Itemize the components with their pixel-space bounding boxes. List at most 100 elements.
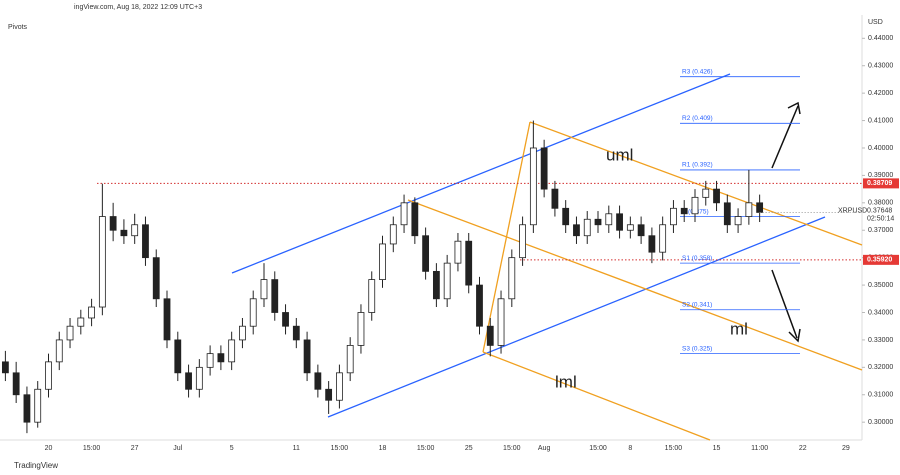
x-tick-label: 15 (713, 445, 721, 452)
currency: USD (868, 19, 883, 26)
candle-body (45, 361, 52, 390)
candle-body (228, 339, 236, 363)
candle-body (142, 224, 149, 259)
x-tick-label: Jul (173, 445, 182, 452)
level-label: 0.38709 (867, 180, 892, 187)
median-line (407, 199, 863, 371)
x-tick-label: 15:00 (83, 445, 101, 452)
candle-body (497, 298, 505, 346)
candle-body (745, 202, 753, 217)
candle-body (357, 312, 365, 346)
x-tick-label: Aug (538, 445, 551, 452)
pivot-label: S2 (0.341) (682, 301, 712, 308)
channel-lower (327, 216, 826, 418)
x-tick-label: 15:00 (665, 445, 683, 452)
candle-body (616, 213, 623, 231)
x-tick-label: 15:00 (503, 445, 521, 452)
x-tick-label: 11:00 (751, 445, 768, 452)
candle-body (583, 218, 591, 237)
candle-body (680, 207, 688, 215)
x-tick-label: 5 (230, 445, 234, 452)
ml-label: ml (730, 319, 748, 338)
candle-body (336, 372, 343, 401)
y-tick-label: 0.31000 (868, 392, 893, 399)
lml-label: lml (555, 372, 577, 391)
logo: TradingView (14, 461, 58, 470)
candle-body (519, 224, 526, 259)
annotations: uml ml lml (231, 73, 863, 441)
candle-body (185, 372, 192, 390)
candle-body (12, 372, 20, 396)
candle-body (195, 366, 203, 390)
arrow-up-head (787, 101, 801, 115)
candle-body (411, 202, 419, 237)
y-tick-label: 0.39000 (868, 172, 893, 179)
candle-body (486, 325, 494, 346)
candle-body (152, 257, 160, 300)
candle-body (691, 196, 699, 215)
candle-body (206, 353, 214, 368)
candle-body (368, 279, 376, 313)
candle-body (734, 216, 742, 226)
last-price-label: 0.37648 (867, 207, 892, 214)
arrow-down-head (788, 328, 801, 343)
indicator-name: Pivots (8, 24, 28, 31)
source-text: ingView.com, Aug 18, 2022 12:09 UTC+3 (74, 4, 202, 11)
candle-body (1, 361, 9, 374)
candle-body (217, 353, 225, 363)
x-tick-label: 29 (842, 445, 850, 452)
x-tick-label: 25 (465, 445, 473, 452)
channel-upper (231, 73, 731, 274)
candle-body (508, 257, 516, 300)
candle-body (713, 188, 720, 204)
candle-body (551, 188, 559, 209)
candle-body (109, 216, 117, 231)
candle-body (626, 224, 634, 231)
y-tick-label: 0.38000 (868, 200, 893, 207)
pivot-label: S3 (0.325) (682, 345, 712, 352)
candle-body (756, 202, 764, 213)
x-tick-label: 8 (628, 445, 632, 452)
pivot-label: R1 (0.392) (682, 162, 713, 169)
x-tick-label: 20 (45, 445, 53, 452)
candle-body (476, 284, 483, 327)
candle-body (260, 279, 268, 300)
candle-body (271, 279, 279, 313)
candle-body (325, 388, 333, 401)
candle-body (346, 345, 354, 374)
x-tick-label: 11 (293, 445, 300, 452)
candle-body (23, 394, 31, 423)
uml-label: uml (606, 145, 633, 164)
candle-body (443, 262, 451, 300)
candle-body (422, 235, 430, 272)
candle-body (34, 388, 42, 423)
candle-body (249, 298, 257, 327)
countdown-label: 02:50:14 (867, 215, 894, 222)
candle-body (303, 339, 311, 374)
y-tick-label: 0.41000 (868, 117, 893, 124)
y-tick-label: 0.32000 (868, 364, 893, 371)
candle-body (648, 235, 656, 253)
candle-body (379, 243, 386, 280)
candle-body (540, 147, 548, 190)
x-tick-label: 15:00 (589, 445, 607, 452)
candle-body (314, 372, 322, 390)
candle-body (723, 202, 731, 226)
candle-body (292, 325, 300, 341)
candle-body (594, 218, 602, 226)
lower-median-line (482, 351, 711, 441)
symbol-label: XRPUSD (838, 207, 867, 214)
x-tick-label: 15:00 (417, 445, 435, 452)
y-tick-label: 0.42000 (868, 90, 893, 97)
candle-body (239, 325, 246, 341)
candle-body (55, 339, 63, 363)
candle-body (66, 325, 74, 341)
arrow-up (771, 105, 799, 169)
candle-body (77, 317, 85, 327)
candle-body (131, 224, 139, 237)
candle-body (88, 306, 95, 319)
x-tick-label: 27 (131, 445, 139, 452)
candle-body (163, 298, 171, 341)
arrow-down (771, 269, 798, 339)
